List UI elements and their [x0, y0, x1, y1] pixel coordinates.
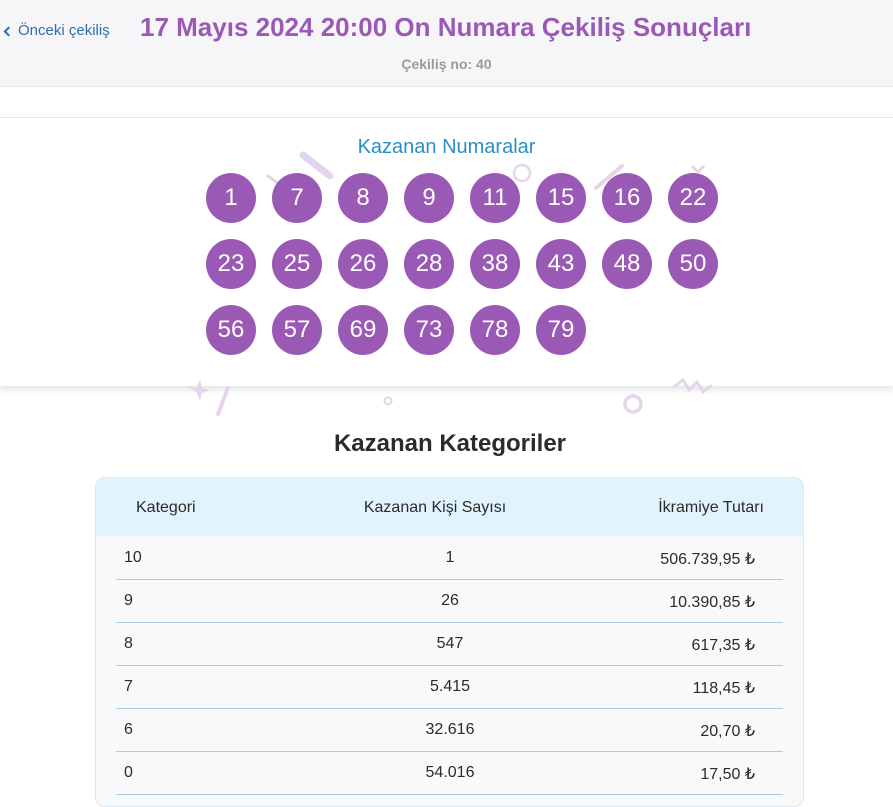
- previous-draw-label: Önceki çekiliş: [18, 22, 110, 39]
- prize-cell: 118,45 ₺: [692, 680, 755, 697]
- winning-number-ball: 78: [470, 305, 520, 355]
- page-title: 17 Mayıs 2024 20:00 On Numara Çekiliş So…: [140, 12, 752, 42]
- header-divider-strip: [0, 87, 893, 118]
- table-row: 0 54.016 17,50 ₺: [116, 752, 783, 795]
- category-cell: 7: [124, 678, 133, 695]
- winning-number-ball: 25: [272, 239, 322, 289]
- winning-number-ball: 79: [536, 305, 586, 355]
- table-row: 7 5.415 118,45 ₺: [116, 666, 783, 709]
- winning-number-ball: 1: [206, 173, 256, 223]
- category-cell: 0: [124, 764, 133, 781]
- winner-count-cell: 5.415: [429, 678, 471, 695]
- table-row: 10 1 506.739,95 ₺: [116, 537, 783, 580]
- category-cell: 8: [124, 635, 133, 652]
- winning-number-ball: 48: [602, 239, 652, 289]
- winning-number-ball: 28: [404, 239, 454, 289]
- header-winner-count: Kazanan Kişi Sayısı: [363, 499, 507, 516]
- draw-number: Çekiliş no: 40: [401, 56, 492, 72]
- winner-count-cell: 26: [441, 592, 459, 609]
- winner-count-cell: 547: [436, 635, 464, 652]
- winning-number-ball: 16: [602, 173, 652, 223]
- table-row: 6 32.616 20,70 ₺: [116, 709, 783, 752]
- winning-numbers-title: Kazanan Numaralar: [357, 136, 536, 158]
- winning-number-ball: 56: [206, 305, 256, 355]
- previous-draw-link[interactable]: Önceki çekiliş: [3, 22, 110, 39]
- prize-cell: 617,35 ₺: [691, 637, 755, 654]
- header-prize-amount: İkramiye Tutarı: [658, 499, 764, 516]
- table-row: 8 547 617,35 ₺: [116, 623, 783, 666]
- winning-number-ball: 43: [536, 239, 586, 289]
- winning-number-ball: 73: [404, 305, 454, 355]
- winning-number-ball: 69: [338, 305, 388, 355]
- prize-cell: 20,70 ₺: [700, 723, 755, 740]
- winning-number-ball: 57: [272, 305, 322, 355]
- winning-categories-title: Kazanan Kategoriler: [333, 430, 567, 457]
- winning-number-ball: 38: [470, 239, 520, 289]
- winning-number-ball: 50: [668, 239, 718, 289]
- winning-number-ball: 26: [338, 239, 388, 289]
- winner-count-cell: 1: [445, 549, 455, 566]
- winning-number-ball: 11: [470, 173, 520, 223]
- winning-number-ball: 15: [536, 173, 586, 223]
- chevron-left-icon: [3, 26, 14, 36]
- table-header: Kategori Kazanan Kişi Sayısı İkramiye Tu…: [96, 478, 803, 536]
- table-row: 9 26 10.390,85 ₺: [116, 580, 783, 623]
- prize-cell: 506.739,95 ₺: [660, 551, 755, 568]
- winning-number-ball: 8: [338, 173, 388, 223]
- header-category: Kategori: [136, 499, 196, 516]
- category-cell: 6: [124, 721, 133, 738]
- winning-number-ball: 9: [404, 173, 454, 223]
- winner-count-cell: 54.016: [425, 764, 475, 781]
- winning-number-ball: 23: [206, 239, 256, 289]
- categories-table: Kategori Kazanan Kişi Sayısı İkramiye Tu…: [95, 477, 804, 807]
- winning-number-ball: 22: [668, 173, 718, 223]
- category-cell: 10: [124, 549, 142, 566]
- prize-cell: 10.390,85 ₺: [669, 594, 755, 611]
- page-header: Önceki çekiliş 17 Mayıs 2024 20:00 On Nu…: [0, 0, 893, 87]
- prize-cell: 17,50 ₺: [700, 766, 755, 783]
- winner-count-cell: 32.616: [425, 721, 475, 738]
- category-cell: 9: [124, 592, 133, 609]
- winning-number-ball: 7: [272, 173, 322, 223]
